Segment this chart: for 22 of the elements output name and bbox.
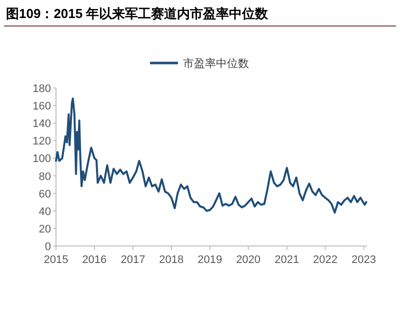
line-series [55, 98, 368, 214]
y-tick-label: 140 [32, 118, 51, 130]
x-tick-label: 2016 [82, 254, 107, 266]
x-tick-label: 2018 [159, 254, 184, 266]
y-tick-label: 160 [32, 100, 51, 113]
x-tick-label: 2020 [236, 254, 261, 266]
x-tick-label: 2021 [274, 254, 300, 266]
y-tick-label: 40 [38, 206, 51, 218]
y-tick-label: 20 [38, 223, 51, 236]
y-tick-label: 0 [44, 241, 51, 253]
x-tick-label: 2017 [120, 254, 146, 266]
y-tick-label: 180 [32, 83, 51, 95]
y-tick-label: 120 [32, 136, 51, 148]
y-tick-label: 80 [38, 170, 51, 183]
x-tick-label: 2022 [313, 254, 338, 266]
x-tick-label: 2019 [198, 254, 222, 266]
y-tick-label: 60 [38, 188, 51, 200]
legend-label: 市盈率中位数 [183, 57, 249, 70]
chart-title: 图109：2015 年以来军工赛道内市盈率中位数 [6, 6, 270, 21]
x-tick-label: 2023 [351, 254, 376, 266]
x-tick-label: 2015 [44, 254, 68, 266]
y-tick-label: 100 [32, 153, 51, 166]
